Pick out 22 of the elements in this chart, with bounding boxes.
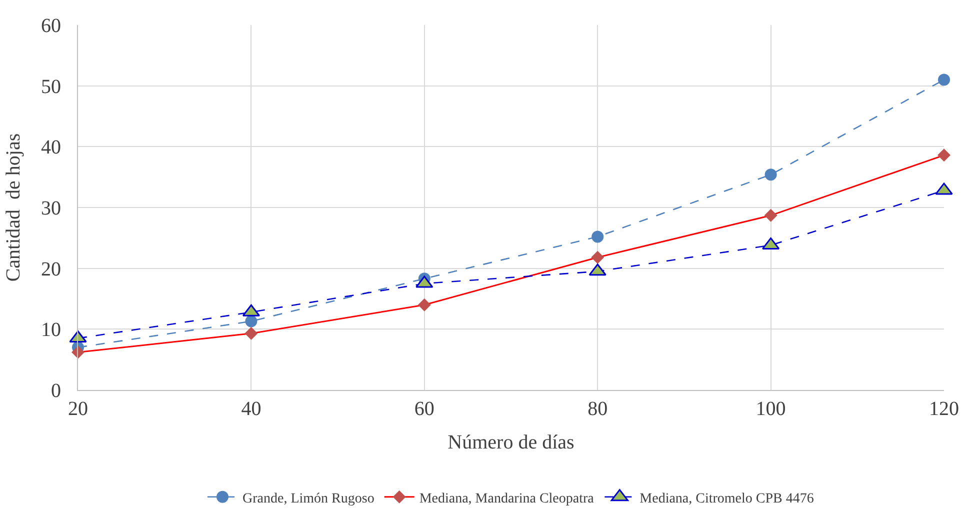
y-axis-title: Cantidad de hojas — [2, 133, 24, 282]
legend-label: Mediana, Mandarina Cleopatra — [419, 491, 595, 506]
x-tick-label: 80 — [588, 398, 608, 420]
x-tick-label: 40 — [241, 398, 262, 420]
y-tick-label: 40 — [41, 136, 61, 159]
x-tick-label: 20 — [68, 398, 88, 420]
point — [938, 74, 950, 86]
y-tick-label: 0 — [51, 380, 61, 402]
y-tick-label: 10 — [41, 319, 61, 342]
y-tick-label: 50 — [41, 76, 61, 98]
point — [592, 230, 604, 243]
x-tick-label: 120 — [929, 398, 959, 420]
x-tick-label: 100 — [756, 398, 786, 420]
x-axis-title: Número de días — [448, 432, 575, 454]
y-tick-label: 20 — [41, 258, 61, 280]
legend-label: Grande, Limón Rugoso — [242, 491, 374, 506]
y-tick-label: 30 — [41, 198, 61, 220]
legend-label: Mediana, Citromelo CPB 4476 — [640, 491, 814, 506]
x-tick-label: 60 — [414, 398, 434, 420]
point — [245, 315, 258, 328]
point — [764, 168, 777, 181]
y-tick-label: 60 — [41, 15, 61, 37]
